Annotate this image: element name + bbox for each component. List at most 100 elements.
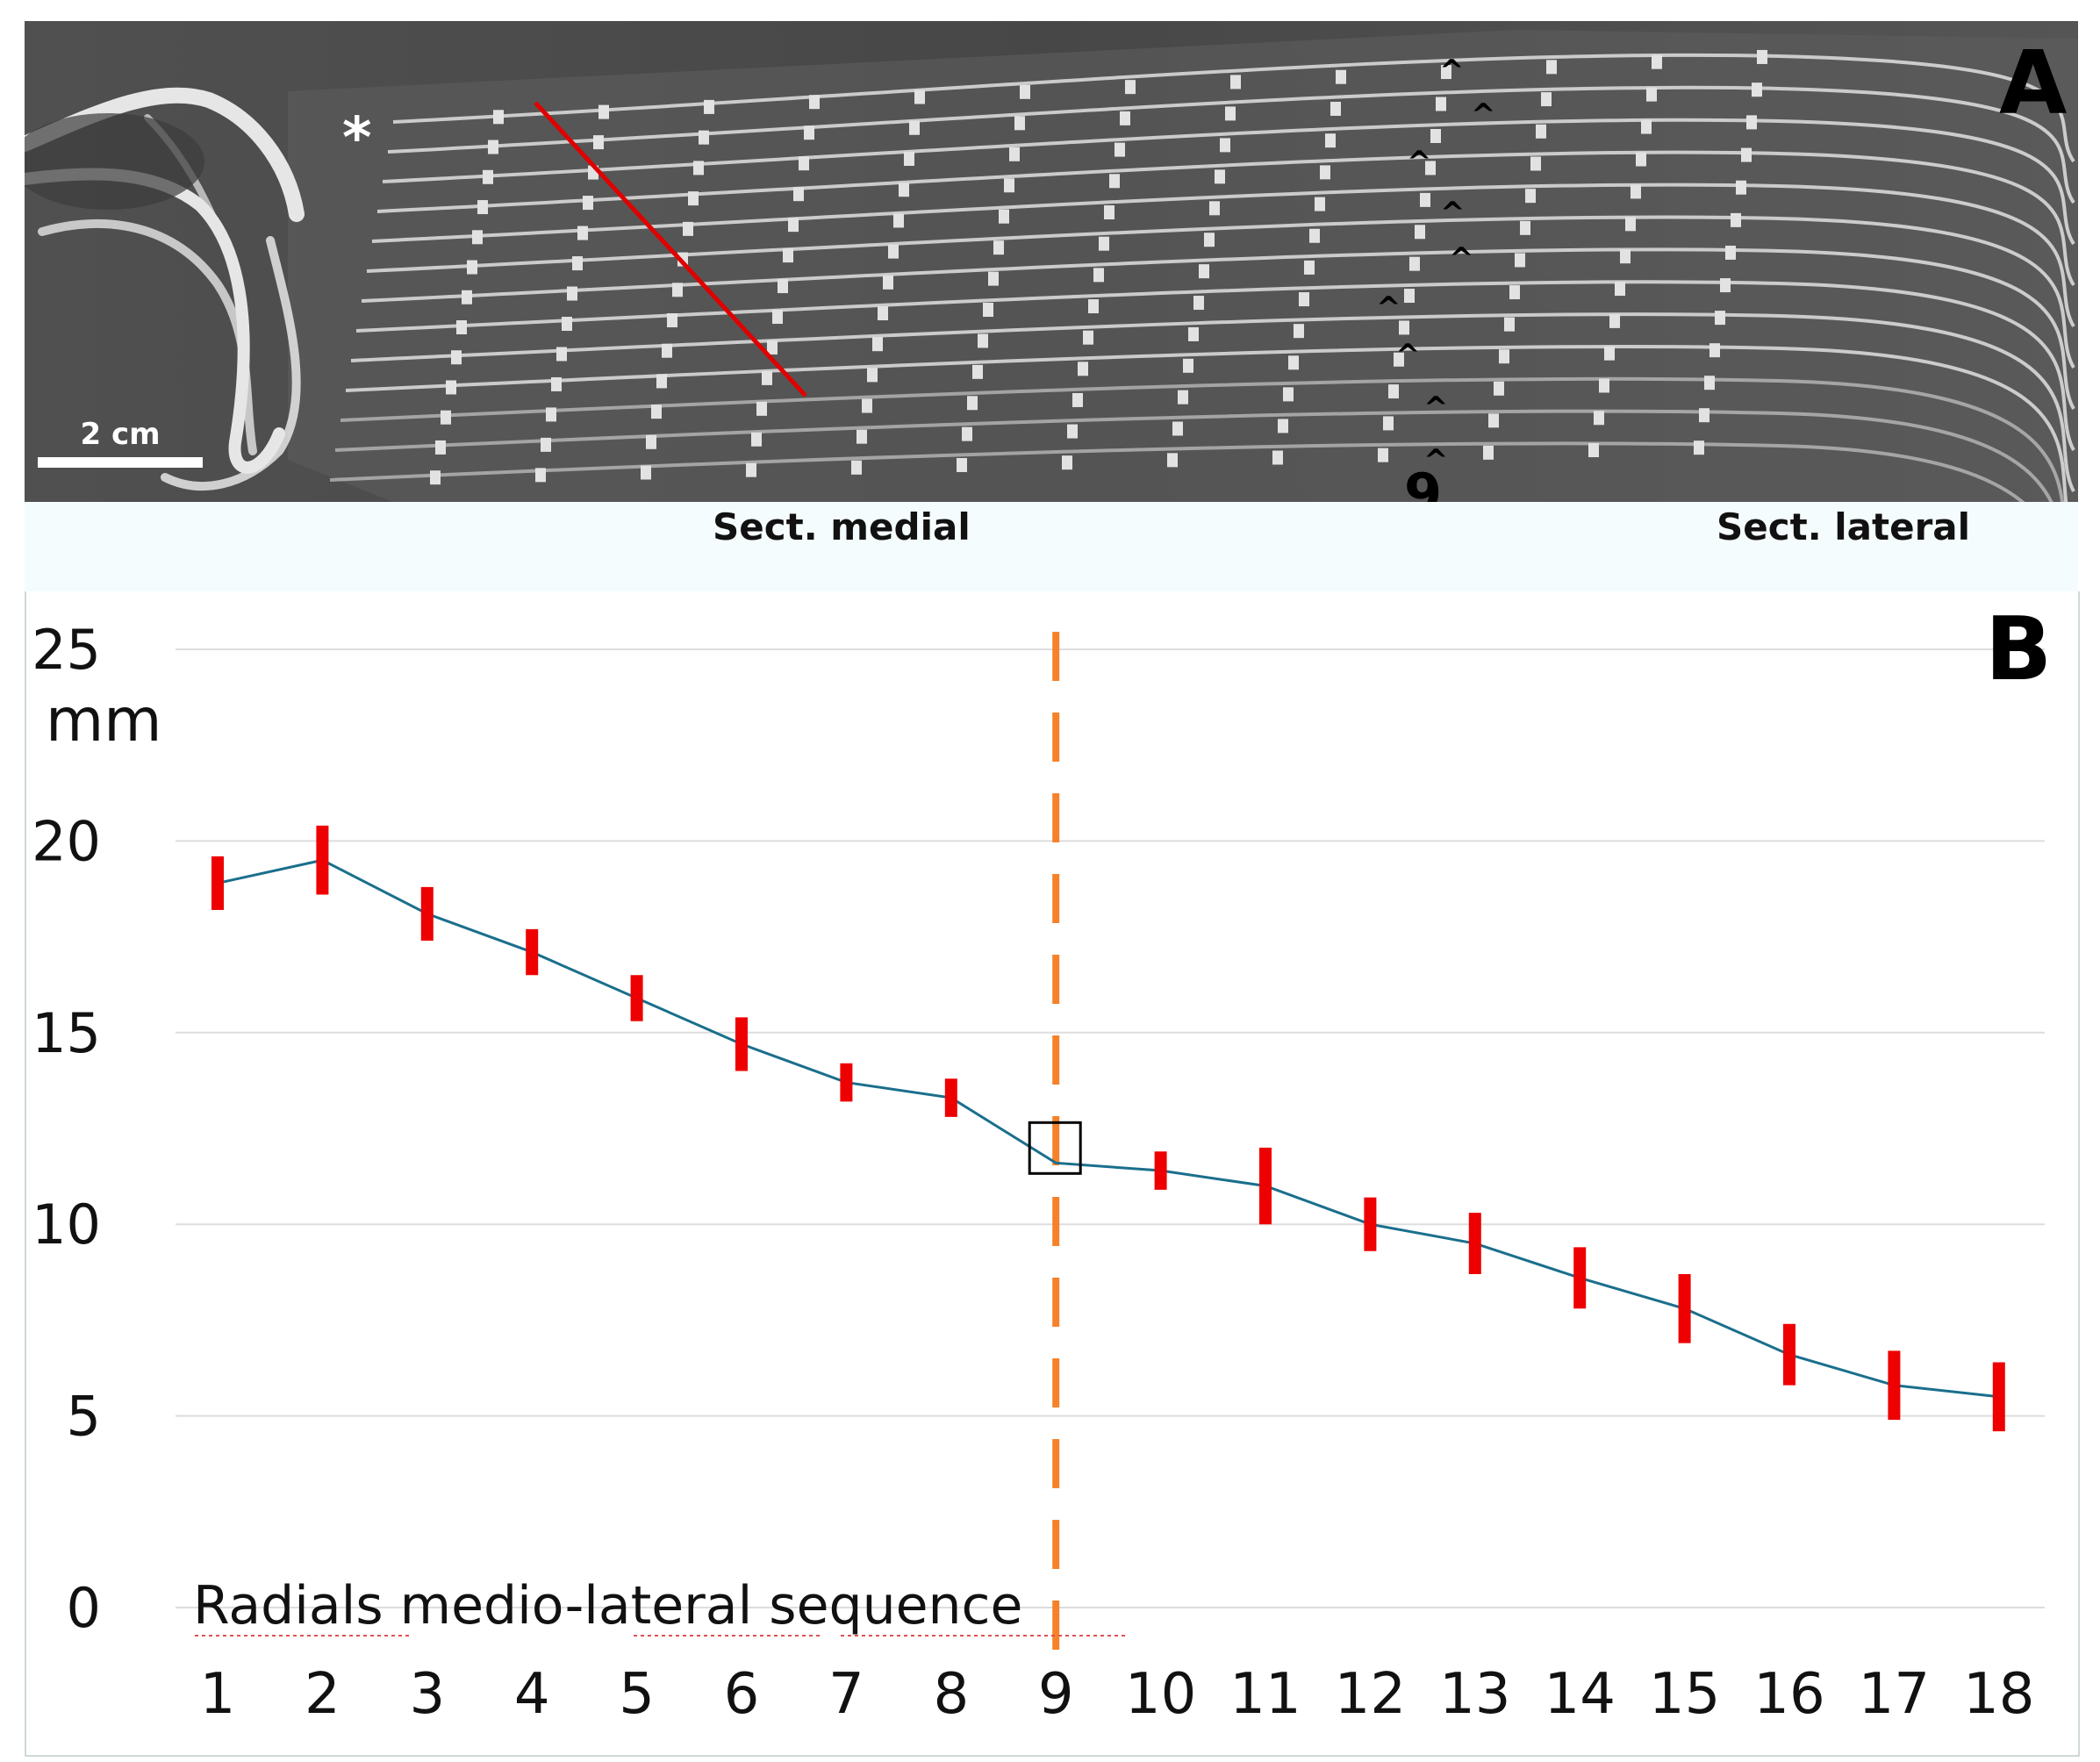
radial-segment-joint <box>1536 124 1546 139</box>
radial-segment-joint <box>793 187 804 202</box>
radial-segment-joint <box>1520 220 1530 235</box>
caret-marker: ^ <box>1423 443 1449 478</box>
radial-segment-joint <box>788 218 799 233</box>
radial-ray <box>392 53 2075 163</box>
x-tick-label: 18 <box>1963 1662 2034 1727</box>
radial-segment-joint <box>535 468 546 483</box>
section-medial-label: Sect. medial <box>713 505 971 548</box>
radial-segment-joint <box>967 396 978 411</box>
radial-segment-joint <box>1330 101 1341 116</box>
radial-segment-joint <box>772 310 783 325</box>
panel-letter-b: B <box>1985 598 2052 700</box>
y-tick-label: 5 <box>67 1385 101 1449</box>
x-tick-label: 3 <box>409 1662 445 1727</box>
radial-segment-joint <box>1014 116 1025 131</box>
radial-segment-joint <box>1420 192 1430 207</box>
radial-segment-joint <box>1504 317 1515 332</box>
radial-segment-joint <box>546 407 556 422</box>
x-tick-label: 17 <box>1859 1662 1930 1727</box>
radial-segment-joint <box>862 398 872 413</box>
radial-segment-joint <box>809 95 820 110</box>
radial-segment-joint <box>1383 416 1394 431</box>
radial-segment-joint <box>651 405 662 419</box>
radial-segment-joint <box>1067 424 1078 439</box>
radial-segment-joint <box>978 333 988 348</box>
radial-segment-joint <box>1636 152 1646 167</box>
radial-ray <box>350 312 2075 492</box>
radial-segment-joint <box>867 368 878 383</box>
x-tick-label: 12 <box>1335 1662 1406 1727</box>
x-tick-label: 8 <box>933 1662 969 1727</box>
radial-segment-joint <box>1483 445 1494 460</box>
radial-segment-joint <box>662 343 672 358</box>
x-tick-label: 11 <box>1229 1662 1301 1727</box>
caret-marker: ^ <box>1440 196 1466 231</box>
radial-segment-joint <box>1725 245 1736 260</box>
radial-segment-joint <box>1746 115 1757 130</box>
x-tick-label: 10 <box>1125 1662 1196 1727</box>
radial-segment-joint <box>872 337 883 352</box>
radial-segment-joint <box>756 401 767 416</box>
radial-segment-joint <box>1204 233 1215 247</box>
radial-segment-joint <box>1099 236 1109 251</box>
radial-segment-joint <box>1309 228 1320 243</box>
radial-segment-joint <box>441 410 451 425</box>
radial-ray <box>387 85 2075 204</box>
radial-segment-joint <box>1125 80 1136 95</box>
series-line <box>217 858 1999 1399</box>
radial-segment-joint <box>1062 455 1072 470</box>
radial-segment-joint <box>1720 278 1731 293</box>
radial-segment-joint <box>1652 54 1662 69</box>
y-tick-label: 25 <box>32 618 101 682</box>
radial-segment-joint <box>641 465 651 480</box>
radial-segment-joint <box>1509 285 1520 300</box>
radial-segment-joint <box>1525 189 1536 204</box>
radial-segment-joint <box>1588 443 1599 458</box>
radial-ray <box>376 150 2075 287</box>
radial-segment-joint <box>551 376 562 391</box>
radial-segment-joint <box>746 462 756 477</box>
radial-segment-joint <box>1172 421 1183 436</box>
radial-ray <box>345 344 2068 502</box>
radial-segment-joint <box>1594 411 1604 426</box>
radial-segment-joint <box>1093 268 1104 283</box>
radial-segment-joint <box>1530 156 1541 171</box>
radial-segment-joint <box>699 130 709 145</box>
radial-segment-joint <box>1078 362 1088 376</box>
radial-segment-joint <box>1715 311 1725 326</box>
radial-segment-joint <box>1272 450 1283 465</box>
radial-segment-joint <box>1388 384 1399 399</box>
radial-segment-joint <box>562 317 572 332</box>
radial-segment-joint <box>1120 111 1130 125</box>
radial-segment-joint <box>983 303 993 318</box>
radial-segment-joint <box>593 135 604 150</box>
radial-segment-joint <box>1615 282 1625 297</box>
radial-segment-joint <box>598 104 609 119</box>
radial-segment-joint <box>704 99 714 114</box>
radial-segment-joint <box>472 230 483 245</box>
radial-segment-joint <box>851 460 862 475</box>
radial-segment-joint <box>999 209 1009 224</box>
scale-bar <box>38 457 203 468</box>
radial-9-label: 9 <box>1404 462 1442 502</box>
radial-segment-joint <box>451 350 462 365</box>
radial-segment-joint <box>762 370 772 385</box>
radial-segment-joint <box>1499 349 1509 364</box>
radial-segment-joint <box>656 374 667 389</box>
radial-segment-joint <box>1430 128 1441 143</box>
x-annotation-label: Radials medio-lateral sequence <box>193 1575 1022 1637</box>
radial-segment-joint <box>1599 378 1609 393</box>
radial-segment-joint <box>1741 147 1752 162</box>
radial-segment-joint <box>1488 413 1499 428</box>
radial-segment-joint <box>541 437 551 452</box>
x-tick-label: 13 <box>1439 1662 1510 1727</box>
radial-segment-joint <box>577 226 588 240</box>
radial-segment-joint <box>878 306 888 321</box>
radial-segment-joint <box>1304 260 1315 275</box>
radial-segment-joint <box>1546 60 1557 75</box>
radial-segment-joint <box>1515 253 1525 268</box>
radial-segment-joint <box>1441 65 1451 80</box>
caret-marker: ^ <box>1407 145 1432 180</box>
radial-segment-joint <box>962 426 972 441</box>
